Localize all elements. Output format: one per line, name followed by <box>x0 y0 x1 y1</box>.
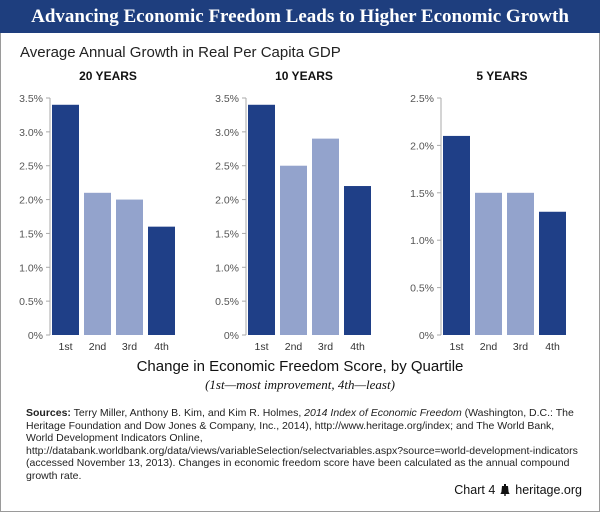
y-tick-label: 0.5% <box>215 296 239 308</box>
y-tick-label: 2.5% <box>19 161 43 173</box>
chart-title: Advancing Economic Freedom Leads to High… <box>0 0 600 33</box>
y-tick-label: 2.0% <box>215 195 239 207</box>
bar-2nd <box>475 192 502 335</box>
bar-1st <box>52 104 79 335</box>
bar-charts: 20 YEARS 0% 0.5% 1.0% 1.5% 2.0% 2.5% 3.0% 3.5% 1s… <box>19 69 566 353</box>
x-tick-label: 2nd <box>285 341 303 353</box>
x-tick-label: 4th <box>154 341 169 353</box>
x-axis-note: (1st—most improvement, 4th—least) <box>205 377 395 392</box>
panel-title-2: 10 YEARS <box>275 69 333 83</box>
bar-2nd <box>280 165 307 335</box>
y-tick-label: 0.5% <box>410 283 434 295</box>
y-tick-label: 1.0% <box>410 235 434 247</box>
x-tick-label: 1st <box>254 341 268 353</box>
sources-text-1: Terry Miller, Anthony B. Kim, and Kim R.… <box>70 407 305 419</box>
sources-text-2: (Washington, D.C.: The Heritage Foundati… <box>26 407 578 482</box>
x-axis-label: Change in Economic Freedom Score, by Qua… <box>136 358 464 375</box>
bar-2nd <box>84 192 111 335</box>
sources-book-title: 2014 Index of Economic Freedom <box>304 407 462 419</box>
panel-title-3: 5 YEARS <box>476 69 527 83</box>
chart-subtitle: Average Annual Growth in Real Per Capita… <box>20 44 341 61</box>
bar-1st <box>248 104 275 335</box>
x-tick-label: 4th <box>545 341 560 353</box>
x-tick-label: 2nd <box>89 341 107 353</box>
y-tick-label: 0% <box>28 330 43 342</box>
y-tick-label: 3.0% <box>215 127 239 139</box>
x-tick-label: 3rd <box>513 341 528 353</box>
y-tick-label: 3.0% <box>19 127 43 139</box>
x-tick-label: 3rd <box>318 341 333 353</box>
sources-label: Sources: <box>26 407 71 419</box>
x-tick-label: 3rd <box>122 341 137 353</box>
y-tick-label: 0% <box>224 330 239 342</box>
x-tick-label: 1st <box>58 341 72 353</box>
bar-3rd <box>507 192 534 335</box>
bar-3rd <box>116 199 143 335</box>
y-tick-label: 2.5% <box>410 93 434 105</box>
liberty-bell-icon <box>500 484 510 496</box>
site-link[interactable]: heritage.org <box>515 483 582 497</box>
y-tick-label: 0% <box>419 330 434 342</box>
y-tick-label: 2.0% <box>410 140 434 152</box>
chart-number: Chart 4 <box>454 483 496 497</box>
y-tick-label: 1.0% <box>215 262 239 274</box>
y-tick-label: 0.5% <box>19 296 43 308</box>
sources-note: Sources: Terry Miller, Anthony B. Kim, a… <box>26 407 582 483</box>
x-tick-label: 2nd <box>480 341 498 353</box>
bar-4th <box>539 211 566 335</box>
bar-1st <box>443 135 470 335</box>
bar-3rd <box>312 138 339 335</box>
bar-4th <box>148 226 175 335</box>
x-tick-label: 4th <box>350 341 365 353</box>
panel-title-1: 20 YEARS <box>79 69 137 83</box>
x-tick-label: 1st <box>449 341 463 353</box>
y-tick-label: 2.0% <box>19 195 43 207</box>
y-tick-label: 3.5% <box>215 93 239 105</box>
bar-4th <box>344 186 371 335</box>
y-tick-label: 1.5% <box>19 228 43 240</box>
footer: Chart 4 heritage.org <box>454 483 582 497</box>
y-tick-label: 1.5% <box>410 188 434 200</box>
y-tick-label: 3.5% <box>19 93 43 105</box>
y-tick-label: 1.0% <box>19 262 43 274</box>
y-tick-label: 1.5% <box>215 228 239 240</box>
y-tick-label: 2.5% <box>215 161 239 173</box>
